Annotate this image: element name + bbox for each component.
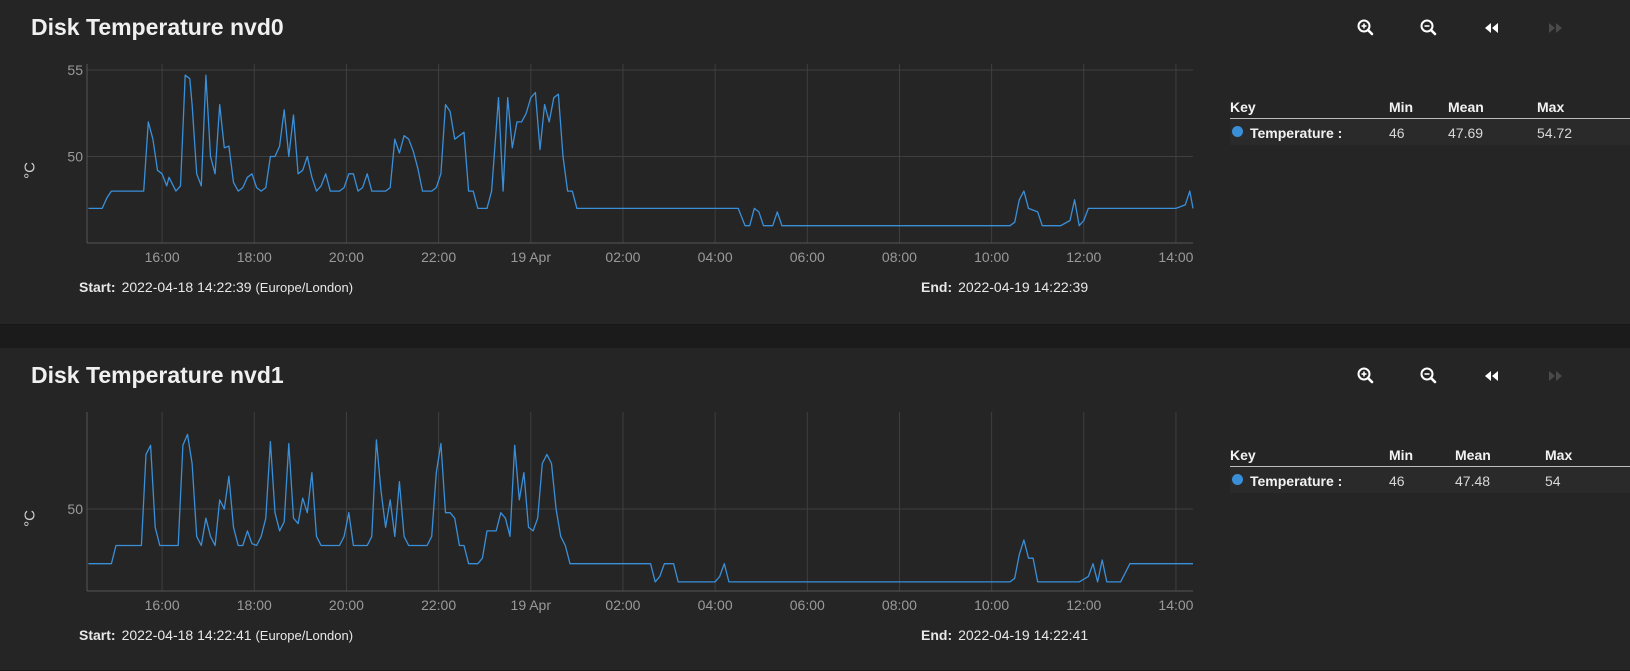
end-time: End: 2022-04-19 14:22:41: [921, 627, 1088, 643]
x-tick-label: 08:00: [882, 249, 917, 265]
x-tick-label: 18:00: [237, 249, 272, 265]
legend-mean-header: Mean: [1448, 99, 1484, 115]
fast-forward-icon: [1549, 23, 1562, 33]
x-tick-label: 22:00: [421, 249, 456, 265]
x-tick-label: 02:00: [605, 249, 640, 265]
legend-mean-value: 47.48: [1455, 473, 1491, 489]
end-value: 2022-04-19 14:22:39: [958, 279, 1089, 295]
series-color-dot: [1232, 474, 1243, 485]
fast-forward-icon: [1549, 371, 1562, 381]
chart-legend: Key Min Mean Max Temperature : 46 47.48 …: [1230, 444, 1630, 493]
chart-title: Disk Temperature nvd0: [31, 14, 284, 40]
x-tick-label: 18:00: [237, 597, 272, 613]
y-tick-label: 55: [67, 62, 83, 78]
x-tick-label: 06:00: [790, 597, 825, 613]
start-label: Start:: [79, 627, 116, 643]
zoom-out-icon: [1420, 367, 1437, 384]
series-line-temperature: [88, 433, 1193, 583]
legend-key-header: Key: [1230, 447, 1256, 463]
timezone: (Europe/London): [255, 280, 354, 295]
x-tick-label: 04:00: [698, 249, 733, 265]
legend-min-header: Min: [1389, 99, 1414, 115]
legend-header: Key Min Mean Max: [1230, 96, 1630, 119]
line-chart-nvd1: 16:00 18:00 20:00 22:00 19 Apr 02:00 04:00 06:0…: [67, 412, 1194, 613]
zoom-out-button[interactable]: [1415, 364, 1443, 388]
start-value: 2022-04-18 14:22:41: [121, 627, 252, 643]
zoom-in-icon: [1357, 367, 1374, 384]
legend-series-name: Temperature :: [1250, 125, 1343, 141]
zoom-in-icon: [1357, 19, 1374, 36]
timezone: (Europe/London): [255, 628, 354, 643]
chart-title: Disk Temperature nvd1: [31, 362, 284, 388]
legend-mean-value: 47.69: [1448, 125, 1484, 141]
start-value: 2022-04-18 14:22:39: [121, 279, 252, 295]
x-tick-label: 20:00: [329, 249, 364, 265]
chart-toolbar: [1352, 364, 1592, 388]
x-tick-label: 06:00: [790, 249, 825, 265]
legend-max-value: 54.72: [1537, 125, 1573, 141]
x-tick-label: 19 Apr: [511, 597, 552, 613]
legend-mean-header: Mean: [1455, 447, 1491, 463]
x-tick-label: 10:00: [974, 597, 1009, 613]
x-tick-label: 22:00: [421, 597, 456, 613]
x-tick-label: 14:00: [1158, 597, 1193, 613]
end-label: End:: [921, 627, 953, 643]
legend-row[interactable]: Temperature : 46 47.48 54: [1230, 467, 1630, 493]
legend-min-value: 46: [1389, 125, 1405, 141]
x-tick-label: 04:00: [698, 597, 733, 613]
fast-forward-button[interactable]: [1541, 364, 1569, 388]
legend-min-value: 46: [1389, 473, 1405, 489]
legend-header: Key Min Mean Max: [1230, 444, 1630, 467]
chart-toolbar: [1352, 16, 1592, 40]
x-tick-label: 20:00: [329, 597, 364, 613]
zoom-out-button[interactable]: [1415, 16, 1443, 40]
series-color-dot: [1232, 126, 1243, 137]
end-time: End: 2022-04-19 14:22:39: [921, 279, 1088, 295]
start-time: Start: 2022-04-18 14:22:41 (Europe/London…: [79, 627, 353, 643]
x-tick-label: 10:00: [974, 249, 1009, 265]
end-label: End:: [921, 279, 953, 295]
legend-key-header: Key: [1230, 99, 1256, 115]
legend-min-header: Min: [1389, 447, 1414, 463]
chart-legend: Key Min Mean Max Temperature : 46 47.69 …: [1230, 96, 1630, 145]
x-tick-label: 02:00: [605, 597, 640, 613]
series-line-temperature: [88, 74, 1194, 227]
legend-row[interactable]: Temperature : 46 47.69 54.72: [1230, 119, 1630, 145]
y-tick-label: 50: [67, 149, 83, 165]
rewind-button[interactable]: [1478, 16, 1506, 40]
y-tick-label: 50: [67, 501, 83, 517]
legend-max-header: Max: [1545, 447, 1573, 463]
chart-panel-nvd1: Disk Temperature nvd1: [0, 348, 1630, 671]
x-tick-label: 12:00: [1066, 249, 1101, 265]
x-tick-label: 14:00: [1158, 249, 1193, 265]
zoom-in-button[interactable]: [1352, 16, 1380, 40]
rewind-button[interactable]: [1478, 364, 1506, 388]
end-value: 2022-04-19 14:22:41: [958, 627, 1089, 643]
start-label: Start:: [79, 279, 116, 295]
legend-max-header: Max: [1537, 99, 1565, 115]
legend-series-name: Temperature :: [1250, 473, 1343, 489]
x-tick-label: 08:00: [882, 597, 917, 613]
rewind-icon: [1485, 371, 1498, 381]
x-tick-label: 12:00: [1066, 597, 1101, 613]
fast-forward-button[interactable]: [1541, 16, 1569, 40]
x-tick-label: 16:00: [145, 597, 180, 613]
x-tick-label: 16:00: [145, 249, 180, 265]
line-chart-nvd0: 16:00 18:00 20:00 22:00 19 Apr 02:00 04:00 06:0…: [67, 62, 1194, 265]
x-tick-label: 19 Apr: [511, 249, 552, 265]
chart-panel-nvd0: Disk Temperature nvd0: [0, 0, 1630, 325]
rewind-icon: [1485, 23, 1498, 33]
legend-max-value: 54: [1545, 473, 1561, 489]
zoom-out-icon: [1420, 19, 1437, 36]
start-time: Start: 2022-04-18 14:22:39 (Europe/London…: [79, 279, 353, 295]
zoom-in-button[interactable]: [1352, 364, 1380, 388]
